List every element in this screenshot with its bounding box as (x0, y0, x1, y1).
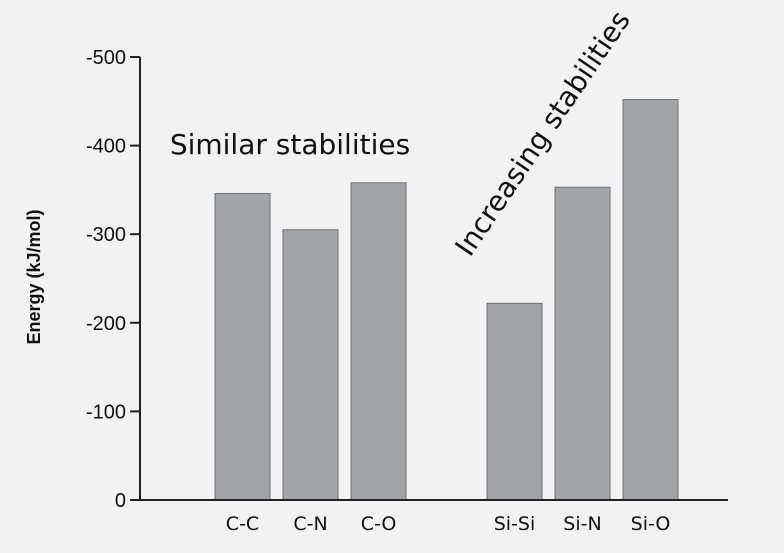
x-tick-label-si-si: Si-Si (494, 513, 536, 535)
x-tick-label-si-n: Si-N (563, 513, 601, 535)
bar-c-n (282, 229, 339, 501)
y-tick-label: -400 (86, 136, 126, 158)
x-tick-label-si-o: Si-O (631, 513, 671, 535)
y-tick-label: -300 (86, 224, 126, 246)
x-labels-group: C-C C-N C-O Si-Si Si-N Si-O (226, 513, 671, 535)
y-tick-label: -200 (86, 313, 126, 335)
y-tick-label: 0 (115, 490, 126, 512)
y-ticks-group: 0 -100 -200 -300 -400 -500 (86, 47, 140, 512)
x-tick-label-c-n: C-N (293, 513, 327, 535)
y-axis-label: Energy (kJ/mol) (24, 209, 44, 344)
y-tick-label: -100 (86, 401, 126, 423)
annotation-similar: Similar stabilities (170, 128, 410, 161)
bar-si-n (554, 186, 611, 501)
bar-c-o (350, 182, 407, 501)
bar-c-c (214, 192, 271, 501)
y-tick-label: -500 (86, 47, 126, 69)
bars-group (214, 99, 679, 501)
x-tick-label-c-c: C-C (226, 513, 259, 535)
x-tick-label-c-o: C-O (361, 513, 397, 535)
bar-si-o (622, 99, 679, 501)
bar-si-si (486, 302, 543, 501)
